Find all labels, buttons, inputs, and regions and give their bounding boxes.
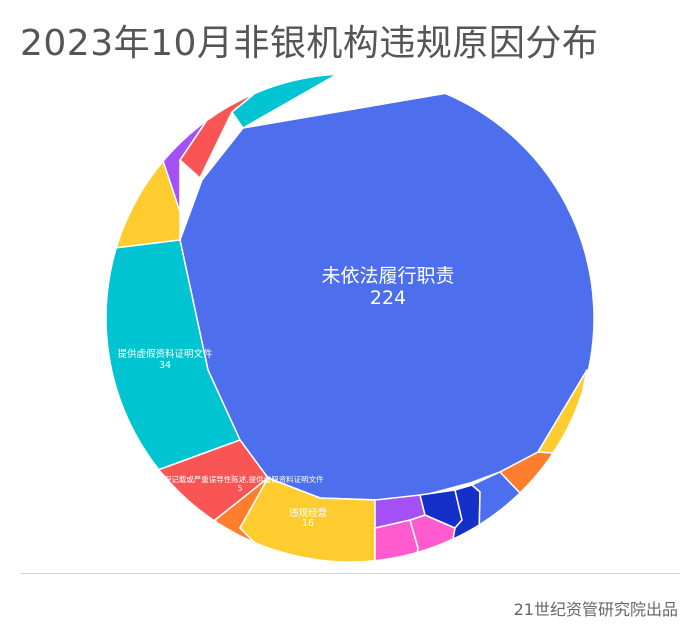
label-tigong-name: 提供虚假资料证明文件: [117, 348, 213, 360]
cell-weigui: [239, 477, 377, 563]
cell-tigong: [105, 233, 241, 473]
cell-purple-bottom: [374, 494, 426, 529]
cell-purple-left: [162, 119, 208, 213]
source-credit: 21世纪资管研究院出品: [513, 600, 678, 619]
label-xujia-value: 5: [238, 484, 243, 493]
cell-cyan-top: [231, 73, 338, 129]
label-weigui-name: 违规经营: [289, 507, 327, 519]
label-tigong-value: 34: [159, 360, 171, 371]
footer-divider: [20, 573, 680, 574]
label-weigui-value: 16: [302, 518, 314, 529]
label-xujia-name: 虚假记载或严重误导性陈述,提供虚假资料证明文件: [156, 474, 324, 484]
cell-yellow-right: [537, 369, 588, 454]
cell-red-top: [179, 92, 256, 179]
label-weiyifa-name: 未依法履行职责: [321, 265, 454, 287]
cell-red-bottom: [157, 439, 269, 524]
label-weiyifa-value: 224: [370, 287, 406, 309]
chart-title: 2023年10月非银机构违规原因分布: [20, 23, 599, 64]
